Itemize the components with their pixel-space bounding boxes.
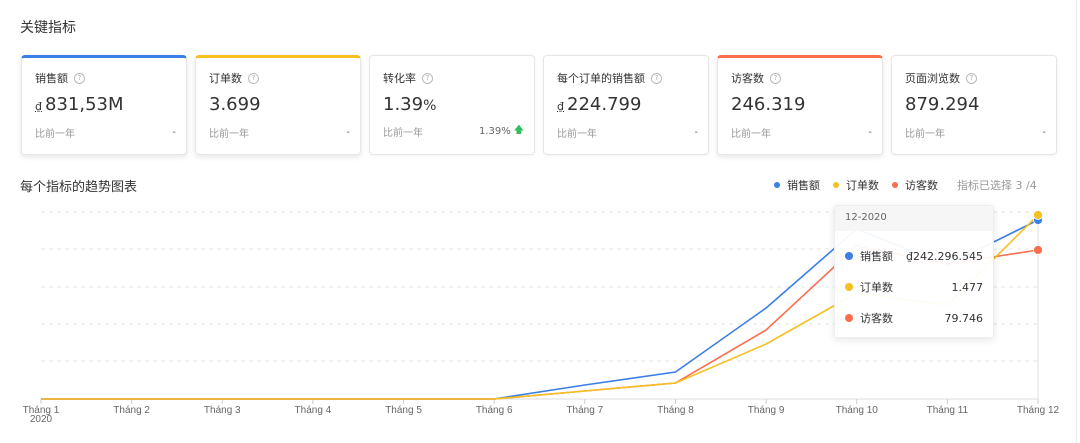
metric-label-row: 转化率?	[383, 70, 433, 86]
comparison-label: 比前一年	[209, 129, 249, 140]
metric-label: 页面浏览数	[905, 72, 960, 85]
legend-dot-icon	[774, 182, 780, 188]
metric-cards: 销售额? ₫ 831,53M 比前一年 - 订单数? 3.699 比前一年 - 转化率? 1.39%…	[21, 55, 1057, 155]
tooltip-title: 12-2020	[835, 206, 993, 231]
comparison-value: -	[1042, 127, 1046, 138]
chart-legend: 销售额 订单数 访客数 指标已选择 3 /4	[774, 177, 1037, 193]
comparison-value: -	[694, 127, 698, 138]
metric-unit: %	[423, 98, 437, 114]
comparison-value: 1.39% 🡅	[479, 123, 524, 140]
x-tick-label: Tháng 9	[748, 405, 785, 416]
metric-number: 246.319	[731, 94, 806, 115]
x-tick-label: Tháng 11	[927, 405, 969, 416]
sales-dot-icon	[845, 252, 853, 260]
x-tick-label: Tháng 10	[836, 405, 879, 416]
metric-card-0[interactable]: 销售额? ₫ 831,53M 比前一年 -	[21, 55, 187, 155]
metric-value: 246.319	[731, 94, 805, 115]
metric-number: 1.39	[383, 94, 424, 115]
help-icon[interactable]: ?	[651, 72, 662, 84]
metric-footer: 比前一年 -	[35, 125, 176, 140]
metric-label: 每个订单的销售额	[557, 72, 645, 85]
metric-footer: 比前一年 -	[731, 125, 872, 140]
x-tick-label: Tháng 8	[657, 405, 694, 416]
comparison-label: 比前一年	[905, 129, 945, 140]
x-tick-label: Tháng 4	[295, 405, 332, 416]
comparison-label: 比前一年	[35, 129, 75, 140]
legend-item-1[interactable]: 订单数	[833, 177, 879, 193]
help-icon[interactable]: ?	[248, 72, 259, 84]
metric-value: 3.699	[209, 94, 261, 115]
metric-label-row: 订单数?	[209, 70, 259, 86]
comparison-label: 比前一年	[731, 129, 771, 140]
tooltip-row-sales: 销售额 ₫242.296.545	[845, 248, 983, 264]
metric-value: ₫ 224.799	[557, 94, 641, 115]
metric-value: 1.39%	[383, 94, 436, 115]
trend-up-arrow-icon: 🡅	[513, 125, 524, 136]
legend-dot-icon	[833, 182, 839, 188]
metric-card-4[interactable]: 访客数? 246.319 比前一年 -	[717, 55, 883, 155]
metric-number: 879.294	[905, 94, 980, 115]
x-tick-label: Tháng 2	[113, 405, 150, 416]
legend-dot-icon	[892, 182, 898, 188]
metric-footer: 比前一年 -	[557, 125, 698, 140]
metric-card-1[interactable]: 订单数? 3.699 比前一年 -	[195, 55, 361, 155]
metric-label: 销售额	[35, 72, 68, 85]
currency-symbol: ₫	[35, 100, 42, 113]
metric-label-row: 页面浏览数?	[905, 70, 977, 86]
help-icon[interactable]: ?	[74, 72, 85, 84]
chart-title: 每个指标的趋势图表	[20, 180, 138, 195]
scroll-divider	[1076, 0, 1077, 443]
x-tick-label: Tháng 6	[476, 405, 513, 416]
metric-value: 879.294	[905, 94, 979, 115]
comparison-label: 比前一年	[557, 129, 597, 140]
metric-card-5[interactable]: 页面浏览数? 879.294 比前一年 -	[891, 55, 1057, 155]
legend-item-2[interactable]: 访客数	[892, 177, 938, 193]
metric-footer: 比前一年 -	[905, 125, 1046, 140]
metric-label-row: 访客数?	[731, 70, 781, 86]
comparison-value: -	[868, 127, 872, 138]
metric-value: ₫ 831,53M	[35, 94, 124, 115]
legend-item-0[interactable]: 销售额	[774, 177, 820, 193]
orders-dot-icon	[845, 283, 853, 291]
key-metrics-title: 关键指标	[20, 20, 76, 36]
chart-tooltip: 12-2020 销售额 ₫242.296.545 订单数 1.477 访客数 7…	[834, 205, 994, 338]
metric-card-3[interactable]: 每个订单的销售额? ₫ 224.799 比前一年 -	[543, 55, 709, 155]
tooltip-row-orders: 订单数 1.477	[845, 279, 983, 295]
x-tick-label: Tháng 1	[23, 405, 60, 416]
metric-card-2[interactable]: 转化率? 1.39% 比前一年 1.39% 🡅	[369, 55, 535, 155]
visitors-dot-icon	[845, 314, 853, 322]
comparison-value: -	[346, 127, 350, 138]
year-label: 2020	[30, 414, 53, 425]
comparison-label: 比前一年	[383, 128, 423, 139]
metrics-selected-count: 指标已选择 3 /4	[957, 179, 1037, 192]
help-icon[interactable]: ?	[770, 72, 781, 84]
tooltip-row-visitors: 访客数 79.746	[845, 310, 983, 326]
metric-label-row: 销售额?	[35, 70, 85, 86]
x-tick-label: Tháng 5	[385, 405, 422, 416]
x-tick-label: Tháng 12	[1017, 405, 1060, 416]
metric-number: 831,53M	[45, 94, 124, 115]
metric-label: 订单数	[209, 72, 242, 85]
x-tick-label: Tháng 7	[566, 405, 603, 416]
metric-number: 224.799	[567, 94, 642, 115]
highlight-point-2[interactable]	[1033, 245, 1043, 255]
metric-number: 3.699	[209, 94, 261, 115]
metric-label: 转化率	[383, 72, 416, 85]
help-icon[interactable]: ?	[966, 72, 977, 84]
metric-footer: 比前一年 -	[209, 125, 350, 140]
metric-footer: 比前一年 1.39% 🡅	[383, 123, 524, 140]
highlight-point-1[interactable]	[1033, 210, 1043, 220]
metric-label: 访客数	[731, 72, 764, 85]
currency-symbol: ₫	[557, 100, 564, 113]
help-icon[interactable]: ?	[422, 72, 433, 84]
x-tick-label: Tháng 3	[204, 405, 241, 416]
comparison-value: -	[172, 127, 176, 138]
metric-label-row: 每个订单的销售额?	[557, 70, 662, 86]
